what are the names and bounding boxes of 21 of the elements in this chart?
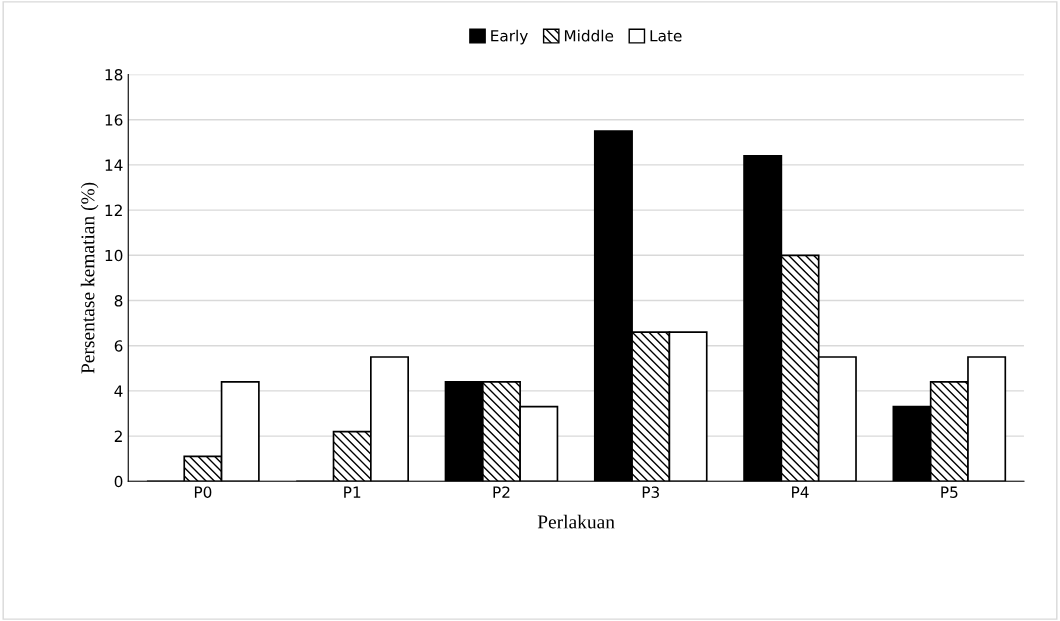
y-tick-label: 12 (105, 204, 122, 216)
legend-label: Early (491, 29, 528, 45)
y-tick-label: 14 (105, 159, 123, 171)
y-tick-label: 6 (114, 340, 123, 352)
x-tick-label: P0 (194, 486, 212, 498)
legend-label: Late (650, 30, 682, 42)
x-tick-label: P3 (642, 486, 659, 498)
x-tick-label: P5 (941, 486, 958, 498)
x-tick-label: P4 (792, 486, 809, 498)
y-tick-label: 10 (105, 249, 123, 262)
y-axis-title: Persentase kematian (%) (80, 182, 99, 374)
y-tick-label: 4 (114, 385, 123, 397)
y-tick-label: 18 (105, 68, 123, 81)
y-tick-label: 2 (114, 430, 122, 442)
x-tick-label: P2 (493, 486, 510, 498)
x-axis-title: Perlakuan (537, 514, 615, 529)
legend-label: Middle (564, 29, 614, 42)
y-tick-label: 8 (114, 294, 123, 307)
y-tick-label: 0 (114, 475, 123, 488)
x-tick-label: P1 (344, 486, 361, 498)
y-tick-label: 16 (105, 114, 123, 126)
